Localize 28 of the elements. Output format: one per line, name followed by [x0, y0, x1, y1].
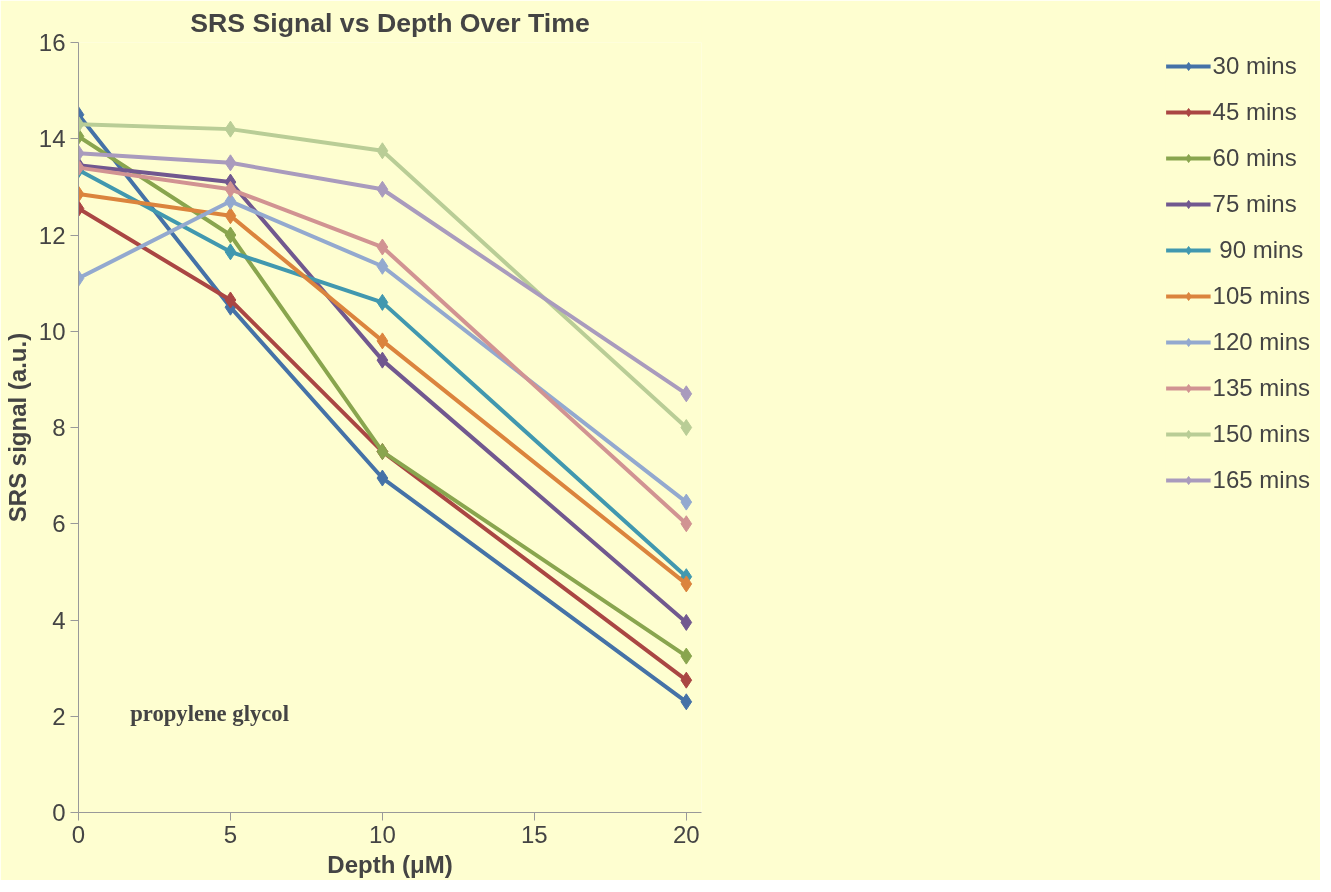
- legend-label: 45 mins: [1212, 98, 1297, 126]
- y-axis-title: SRS signal (a.u.): [3, 332, 31, 523]
- legend-label: 60 mins: [1212, 144, 1297, 172]
- y-tick-label: 8: [52, 414, 66, 441]
- x-tick-label: 10: [369, 820, 396, 848]
- y-tick-label: 10: [38, 317, 66, 345]
- legend-label: 135 mins: [1212, 374, 1310, 402]
- x-tick-label: 5: [223, 820, 238, 848]
- y-tick-label: 12: [38, 221, 66, 249]
- y-tick-label: 0: [52, 799, 66, 826]
- legend-label: 150 mins: [1212, 420, 1310, 448]
- chart-title: SRS Signal vs Depth Over Time: [190, 7, 590, 38]
- x-tick-label: 15: [521, 820, 548, 848]
- legend-label: 120 mins: [1212, 328, 1310, 356]
- x-axis-title: Depth (μM): [327, 850, 453, 878]
- x-tick-label: 20: [672, 820, 700, 848]
- y-tick-label: 6: [52, 510, 66, 538]
- annotation: propylene glycol: [130, 700, 289, 726]
- y-tick-label: 4: [52, 606, 66, 634]
- legend-label: 90 mins: [1218, 236, 1304, 264]
- legend-label: 75 mins: [1212, 190, 1297, 218]
- legend-label: 30 mins: [1212, 52, 1297, 80]
- y-tick-label: 16: [38, 29, 66, 56]
- y-tick-label: 14: [38, 125, 66, 153]
- x-tick-label: 0: [71, 820, 86, 848]
- y-tick-label: 2: [52, 702, 66, 730]
- legend-label: 105 mins: [1212, 282, 1310, 310]
- legend-label: 165 mins: [1212, 466, 1310, 494]
